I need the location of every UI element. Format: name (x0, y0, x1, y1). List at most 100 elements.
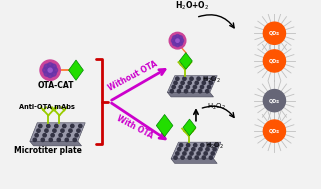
Circle shape (45, 129, 48, 132)
Circle shape (59, 134, 62, 137)
Circle shape (69, 129, 72, 132)
Circle shape (57, 138, 60, 142)
Circle shape (49, 138, 52, 142)
Circle shape (176, 77, 179, 80)
Circle shape (40, 60, 60, 80)
Circle shape (73, 138, 76, 142)
Circle shape (47, 63, 53, 68)
Text: QDs: QDs (269, 129, 280, 134)
Polygon shape (30, 141, 82, 146)
Circle shape (263, 90, 285, 112)
Circle shape (204, 152, 207, 155)
Circle shape (37, 129, 40, 132)
Circle shape (209, 81, 213, 84)
Text: Anti-OTA mAbs: Anti-OTA mAbs (19, 104, 75, 110)
Circle shape (198, 90, 202, 93)
Circle shape (77, 129, 80, 132)
Circle shape (79, 124, 82, 128)
Text: With OTA: With OTA (115, 114, 155, 141)
Circle shape (188, 156, 191, 159)
Circle shape (170, 90, 173, 93)
Circle shape (202, 156, 205, 159)
Text: H$_2$O+O$_2$: H$_2$O+O$_2$ (175, 0, 210, 12)
Circle shape (185, 148, 188, 151)
Circle shape (174, 81, 177, 84)
Polygon shape (183, 119, 196, 136)
Circle shape (211, 77, 214, 80)
Circle shape (194, 143, 197, 147)
Text: QDs: QDs (269, 98, 280, 103)
Circle shape (173, 36, 177, 40)
Circle shape (176, 152, 179, 155)
Circle shape (184, 90, 188, 93)
Text: QDs: QDs (269, 58, 280, 64)
Circle shape (61, 129, 64, 132)
Circle shape (50, 64, 56, 70)
Circle shape (193, 85, 196, 89)
Circle shape (179, 85, 182, 89)
Circle shape (75, 134, 78, 137)
Circle shape (206, 148, 209, 151)
Polygon shape (171, 159, 217, 163)
Circle shape (195, 81, 198, 84)
Circle shape (197, 152, 200, 155)
Polygon shape (30, 123, 85, 141)
Circle shape (181, 81, 184, 84)
Circle shape (190, 152, 193, 155)
Circle shape (179, 143, 183, 147)
Circle shape (192, 148, 195, 151)
Circle shape (190, 77, 193, 80)
Text: Microtiter plate: Microtiter plate (14, 146, 82, 155)
Circle shape (173, 41, 177, 46)
Circle shape (208, 143, 211, 147)
Circle shape (176, 39, 179, 42)
Circle shape (191, 90, 195, 93)
Circle shape (48, 68, 52, 72)
Circle shape (181, 156, 184, 159)
Circle shape (175, 42, 180, 47)
Circle shape (47, 124, 50, 128)
Circle shape (205, 90, 209, 93)
Circle shape (263, 50, 285, 72)
Text: H$_2$O$_2$: H$_2$O$_2$ (205, 141, 224, 151)
Polygon shape (167, 76, 217, 92)
Text: QDs: QDs (269, 31, 280, 36)
Circle shape (263, 22, 285, 44)
Circle shape (174, 156, 177, 159)
Circle shape (41, 138, 44, 142)
Circle shape (197, 77, 200, 80)
Circle shape (171, 38, 176, 43)
Circle shape (169, 32, 186, 49)
Circle shape (263, 120, 285, 142)
Circle shape (178, 148, 181, 151)
Circle shape (202, 81, 205, 84)
Text: OTA-CAT: OTA-CAT (38, 81, 74, 90)
Circle shape (65, 138, 68, 142)
Circle shape (50, 70, 56, 76)
Circle shape (209, 156, 213, 159)
Circle shape (199, 148, 202, 151)
Polygon shape (171, 142, 221, 159)
Text: H$_2$O$_2$: H$_2$O$_2$ (202, 74, 221, 84)
Circle shape (53, 129, 56, 132)
Circle shape (186, 85, 189, 89)
Circle shape (71, 124, 74, 128)
Circle shape (207, 85, 211, 89)
Circle shape (43, 134, 46, 137)
Circle shape (35, 134, 38, 137)
Circle shape (213, 148, 216, 151)
Circle shape (204, 77, 207, 80)
Circle shape (175, 35, 180, 39)
Circle shape (177, 90, 180, 93)
Circle shape (44, 64, 50, 70)
Circle shape (52, 67, 57, 73)
Circle shape (67, 134, 70, 137)
Circle shape (63, 124, 66, 128)
Text: Without OTA: Without OTA (107, 59, 159, 92)
Circle shape (211, 152, 214, 155)
Circle shape (183, 77, 186, 80)
Circle shape (44, 70, 50, 76)
Circle shape (200, 85, 204, 89)
Circle shape (178, 36, 182, 40)
Circle shape (51, 134, 54, 137)
